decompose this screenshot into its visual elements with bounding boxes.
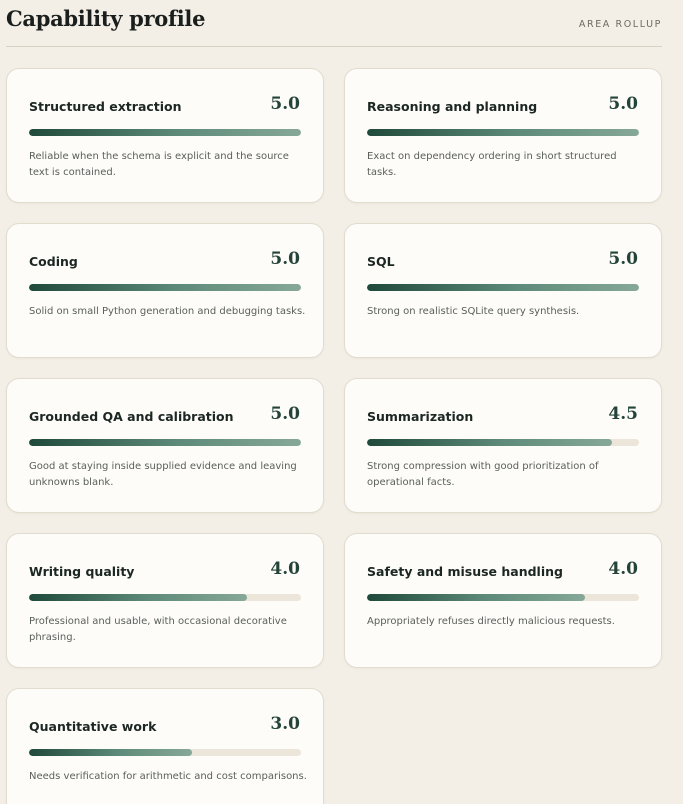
card-score: 4.0	[270, 559, 300, 579]
score-bar-track	[367, 439, 639, 446]
card-title: Grounded QA and calibration	[29, 409, 234, 424]
card-description: Strong compression with good prioritizat…	[367, 461, 599, 488]
score-bar-track	[29, 594, 301, 601]
card-description: Professional and usable, with occasional…	[29, 616, 287, 643]
capability-card-coding: Coding 5.0 Solid on small Python generat…	[6, 223, 324, 358]
card-score: 3.0	[270, 714, 300, 734]
capability-grid: Structured extraction 5.0 Reliable when …	[6, 68, 662, 804]
card-score: 5.0	[608, 249, 638, 269]
score-bar-fill	[29, 594, 247, 601]
capability-card-summarization: Summarization 4.5 Strong compression wit…	[344, 378, 662, 513]
card-description: Needs verification for arithmetic and co…	[29, 771, 307, 782]
card-title: Reasoning and planning	[367, 99, 538, 114]
score-bar-fill	[367, 594, 585, 601]
page-title: Capability profile	[6, 6, 206, 31]
card-description: Exact on dependency ordering in short st…	[367, 151, 617, 178]
score-bar-track	[367, 129, 639, 136]
card-description: Appropriately refuses directly malicious…	[367, 616, 615, 627]
capability-card-reasoning-and-planning: Reasoning and planning 5.0 Exact on depe…	[344, 68, 662, 203]
card-description: Good at staying inside supplied evidence…	[29, 461, 297, 488]
score-bar-fill	[367, 129, 639, 136]
capability-card-structured-extraction: Structured extraction 5.0 Reliable when …	[6, 68, 324, 203]
capability-card-quantitative-work: Quantitative work 3.0 Needs verification…	[6, 688, 324, 804]
card-score: 4.5	[608, 404, 638, 424]
score-bar-track	[29, 749, 301, 756]
score-bar-fill	[29, 284, 301, 291]
score-bar-track	[367, 594, 639, 601]
score-bar-track	[29, 129, 301, 136]
score-bar-fill	[367, 439, 612, 446]
card-score: 5.0	[270, 404, 300, 424]
card-score: 5.0	[608, 94, 638, 114]
score-bar-track	[29, 284, 301, 291]
score-bar-fill	[29, 749, 193, 756]
capability-card-sql: SQL 5.0 Strong on realistic SQLite query…	[344, 223, 662, 358]
card-title: Safety and misuse handling	[367, 564, 563, 579]
card-score: 5.0	[270, 249, 300, 269]
card-title: Writing quality	[29, 564, 135, 579]
card-title: Quantitative work	[29, 719, 157, 734]
card-title: SQL	[367, 254, 395, 269]
card-score: 4.0	[608, 559, 638, 579]
page-header: Capability profile AREA ROLLUP	[6, 0, 662, 47]
card-title: Summarization	[367, 409, 474, 424]
capability-card-safety: Safety and misuse handling 4.0 Appropria…	[344, 533, 662, 668]
score-bar-fill	[29, 129, 301, 136]
score-bar-fill	[367, 284, 639, 291]
card-description: Reliable when the schema is explicit and…	[29, 151, 289, 178]
card-score: 5.0	[270, 94, 300, 114]
card-description: Solid on small Python generation and deb…	[29, 306, 306, 317]
capability-card-grounded-qa: Grounded QA and calibration 5.0 Good at …	[6, 378, 324, 513]
score-bar-track	[29, 439, 301, 446]
card-description: Strong on realistic SQLite query synthes…	[367, 306, 580, 317]
card-title: Coding	[29, 254, 78, 269]
section-tag: AREA ROLLUP	[578, 19, 662, 30]
capability-card-writing-quality: Writing quality 4.0 Professional and usa…	[6, 533, 324, 668]
score-bar-track	[367, 284, 639, 291]
score-bar-fill	[29, 439, 301, 446]
card-title: Structured extraction	[29, 99, 182, 114]
